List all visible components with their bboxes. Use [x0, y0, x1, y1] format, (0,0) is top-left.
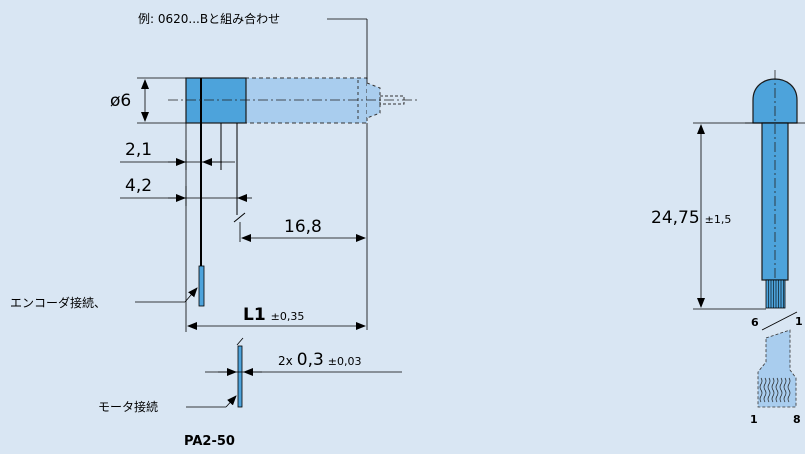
dim-thickness-label: 2x 0,3 ±0,03: [278, 350, 362, 370]
part-name: PA2-50: [184, 434, 235, 449]
left-connector-drawing: ø6 2,1 4,2 16,8 エンコーダ接続、 L1 ±0,35: [10, 11, 420, 449]
note-example: 例: 0620...Bと組み合わせ: [138, 11, 280, 26]
right-connector-drawing: 24,75 ±1,5 6 1 1 8: [651, 70, 805, 426]
encoder-label: エンコーダ接続、: [10, 295, 106, 310]
pin-3-tip: [233, 212, 246, 223]
mating-part-ghost-end: [366, 82, 381, 119]
pin-top-left: 6: [751, 316, 759, 329]
pin-top-right: 1: [795, 315, 803, 328]
motor-label: モータ接続: [98, 399, 158, 414]
dim-length-label: 24,75 ±1,5: [651, 208, 731, 228]
dim-L1-label: L1 ±0,35: [243, 305, 304, 325]
encoder-leader-arrow: [184, 287, 198, 303]
dim-4-2-label: 4,2: [125, 176, 152, 196]
connector-body: [185, 77, 247, 124]
dim-16-8-label: 16,8: [284, 217, 322, 237]
motor-contact: [237, 345, 243, 408]
dim-diameter-label: ø6: [110, 91, 131, 111]
pin-section-body: [757, 329, 797, 408]
pin-bottom-right: 8: [793, 413, 801, 426]
contact-comb: [765, 279, 786, 309]
motor-leader-arrow: [225, 395, 237, 408]
encoder-contact: [198, 265, 205, 307]
motor-contact-slant: [236, 337, 244, 346]
section-line: [761, 311, 798, 331]
dim-2-1-label: 2,1: [125, 140, 152, 160]
pin-section-wires: [759, 377, 791, 403]
mating-part-ghost: [244, 77, 368, 124]
pin-bottom-left: 1: [750, 413, 758, 426]
